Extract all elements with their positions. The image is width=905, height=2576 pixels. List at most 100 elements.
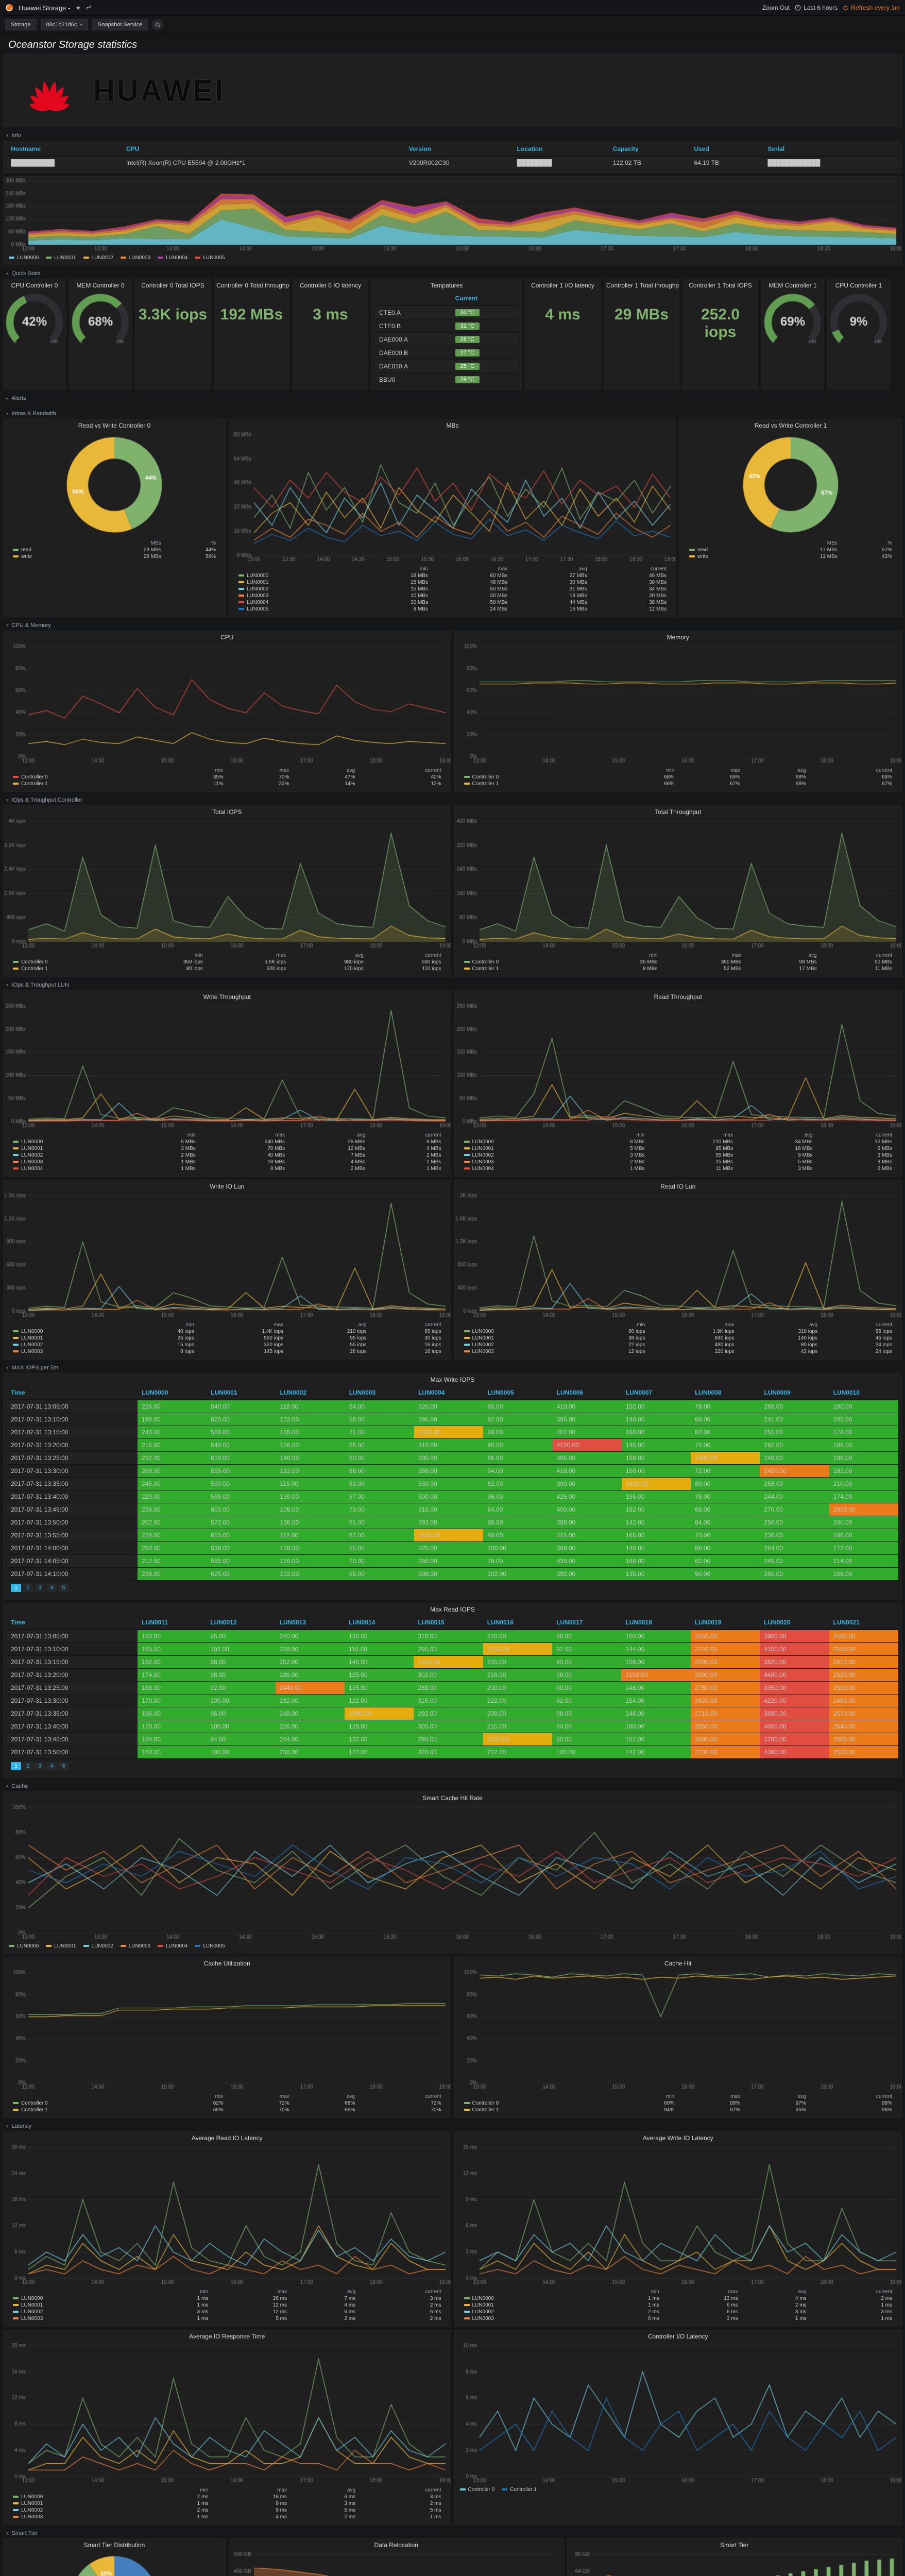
panel-title[interactable]: Cache Hit: [664, 1960, 692, 1967]
row-header-cpu-memory[interactable]: ▾ CPU & Memory: [6, 622, 51, 629]
legend-item[interactable]: LUN0001 3 MBs 70 MBs 12 MBs 4 MBs: [9, 1145, 446, 1152]
read-io-lun-graph[interactable]: [454, 1192, 901, 1320]
panel-title[interactable]: Smart Cache Hit Rate: [422, 1794, 483, 1802]
cache-utilization-graph[interactable]: [4, 1969, 451, 2092]
legend-item[interactable]: LUN0002 3 ms 12 ms 6 ms 6 ms: [9, 2309, 446, 2315]
panel-title[interactable]: CPU: [220, 634, 234, 641]
cache-hit-legend[interactable]: min max avg current Controller 0 60% 99% 97% 98%…: [455, 2092, 902, 2117]
legend-item[interactable]: LUN0001 1 ms 9 ms 3 ms 2 ms: [9, 2500, 446, 2507]
panel-title[interactable]: Total Throughput: [655, 808, 702, 816]
data-relocation-graph[interactable]: [229, 2550, 564, 2576]
legend-item[interactable]: read 17 MBs 57%: [685, 547, 896, 553]
panel-title[interactable]: Average IO Response Time: [189, 2333, 265, 2340]
info-traffic-graph[interactable]: [4, 177, 901, 254]
row-header-latency[interactable]: ▾ Latency: [6, 2123, 32, 2129]
legend-item[interactable]: Controller 1 60% 70% 66% 70%: [9, 2107, 446, 2113]
legend-item[interactable]: LUN0002 15 iops 320 iops 55 iops 16 iops: [9, 1342, 446, 1348]
total-iops-legend[interactable]: min max avg current Controller 0 350 iops 3.6K…: [4, 951, 451, 976]
memory-graph[interactable]: [454, 642, 901, 766]
page-button[interactable]: 2: [23, 1762, 33, 1770]
smart-cache-hit-rate-graph[interactable]: [4, 1803, 901, 1942]
panel-title[interactable]: Tempatures: [430, 282, 463, 289]
panel-title[interactable]: Smart Tier Distribution: [83, 2541, 145, 2549]
legend-item[interactable]: LUN0003 0 ms 3 ms 1 ms 1 ms: [460, 2315, 897, 2322]
legend-item[interactable]: LUN0003 2 MBs 25 MBs 5 MBs 3 MBs: [460, 1159, 897, 1165]
legend-item[interactable]: LUN0000 5 MBs 240 MBs 28 MBs 8 MBs: [9, 1139, 446, 1145]
panel-title[interactable]: Read vs Write Controller 0: [78, 422, 151, 429]
panel-title[interactable]: CPU Controller 0: [11, 282, 58, 289]
legend-item[interactable]: Controller 1 11% 22% 14% 12%: [9, 781, 446, 787]
mbs-graph[interactable]: [229, 431, 676, 565]
panel-title[interactable]: MEM Controller 0: [76, 282, 125, 289]
legend-item[interactable]: write 29 MBs 56%: [9, 553, 220, 560]
legend-item[interactable]: LUN0003 1 ms 5 ms 2 ms 2 ms: [9, 2315, 446, 2322]
read-latency-graph[interactable]: [4, 2143, 451, 2287]
legend-item[interactable]: Controller 0 68% 69% 68% 69%: [460, 774, 897, 781]
read-io-lun-legend[interactable]: min max avg current LUN0000 60 iops 1.9K iops 3…: [455, 1320, 902, 1359]
legend-item[interactable]: LUN0004: [158, 1943, 187, 1949]
legend-item[interactable]: Controller 1 80 iops 520 iops 170 iops 110 i…: [9, 965, 446, 972]
legend-item[interactable]: LUN0002 3 MBs 55 MBs 9 MBs 3 MBs: [460, 1152, 897, 1159]
panel-title[interactable]: CPU Controller 1: [835, 282, 882, 289]
legend-item[interactable]: Controller 0 35 MBs 360 MBs 98 MBs 50 MBs: [460, 959, 897, 965]
read-throughput-graph[interactable]: [454, 1002, 901, 1131]
io-response-time-legend[interactable]: min max avg current LUN0000 2 ms 18 ms 6 ms 3 ms…: [4, 2486, 451, 2524]
controller-io-latency-graph[interactable]: [454, 2342, 901, 2486]
page-button[interactable]: 5: [58, 1584, 69, 1592]
page-button[interactable]: 5: [58, 1762, 69, 1770]
panel-title[interactable]: Data Relocation: [374, 2541, 418, 2549]
legend-item[interactable]: LUN0000: [9, 255, 39, 261]
legend-item[interactable]: LUN0000 18 MBs 60 MBs 37 MBs 46 MBs: [234, 572, 671, 579]
legend-item[interactable]: read 23 MBs 44%: [9, 547, 220, 553]
legend-item[interactable]: LUN0000 1 ms 13 ms 4 ms 2 ms: [460, 2295, 897, 2302]
legend-item[interactable]: LUN0004 1 MBs 8 MBs 2 MBs 1 MBs: [9, 1165, 446, 1172]
panel-title[interactable]: Cache Utilization: [203, 1960, 250, 1967]
write-io-lun-graph[interactable]: [4, 1192, 451, 1320]
row-header-smart-tier[interactable]: ▾ Smart Tier: [6, 2530, 38, 2536]
panel-title[interactable]: Controller 0 IO latency: [299, 282, 362, 289]
smart-cache-legend[interactable]: LUN0000 LUN0001 LUN0002 LUN0003 LUN0004 LUN00…: [4, 1942, 901, 1953]
refresh-button[interactable]: Refresh every 1m: [843, 4, 900, 11]
panel-title[interactable]: Controller 0 Total IOPS: [141, 282, 204, 289]
panel-title[interactable]: MEM Controller 1: [769, 282, 817, 289]
row-header-alerts[interactable]: ▸ Alerts: [6, 395, 26, 401]
legend-item[interactable]: LUN0003 12 iops 220 iops 42 iops 24 iops: [460, 1348, 897, 1355]
panel-title[interactable]: Write IO Lun: [210, 1183, 245, 1190]
legend-item[interactable]: LUN0001 1 ms 6 ms 2 ms 1 ms: [460, 2302, 897, 2309]
legend-item[interactable]: LUN0001: [46, 1943, 76, 1949]
write-throughput-graph[interactable]: [4, 1002, 451, 1131]
read-write-0-legend[interactable]: MBs% read 23 MBs 44% write 29 MBs 56%: [4, 539, 225, 564]
dashboard-id-dropdown[interactable]: 08c1b21d6c ▾: [40, 19, 89, 30]
write-latency-graph[interactable]: [454, 2143, 901, 2287]
star-icon[interactable]: ★: [75, 4, 81, 11]
page-button[interactable]: 1: [11, 1762, 22, 1770]
legend-item[interactable]: Controller 0 60% 99% 97% 98%: [460, 2100, 897, 2107]
panel-title[interactable]: Write Throughput: [203, 993, 251, 1001]
legend-item[interactable]: Controller 1 94% 97% 95% 96%: [460, 2107, 897, 2113]
legend-item[interactable]: LUN0001 38 iops 840 iops 140 iops 45 iops: [460, 1335, 897, 1342]
legend-item[interactable]: LUN0004 30 MBs 58 MBs 44 MBs 38 MBs: [234, 599, 671, 606]
legend-item[interactable]: LUN0005: [195, 1943, 225, 1949]
panel-title[interactable]: Total IOPS: [212, 808, 242, 816]
legend-item[interactable]: LUN0002 2 MBs 40 MBs 7 MBs 2 MBs: [9, 1152, 446, 1159]
panel-title[interactable]: Memory: [667, 634, 689, 641]
write-throughput-legend[interactable]: min max avg current LUN0000 5 MBs 240 MBs 28 MB…: [4, 1131, 451, 1176]
page-button[interactable]: 1: [11, 1584, 22, 1592]
time-range-picker[interactable]: Last 6 hours: [795, 4, 838, 11]
row-header-cache[interactable]: ▾ Cache: [6, 1783, 28, 1789]
tab-storage[interactable]: Storage: [5, 19, 37, 30]
panel-title[interactable]: Controller 1 I/O latency: [531, 282, 594, 289]
legend-item[interactable]: Controller 0: [459, 2487, 494, 2493]
legend-item[interactable]: Controller 1: [502, 2487, 537, 2493]
grafana-logo-icon[interactable]: [5, 4, 13, 12]
legend-item[interactable]: LUN0004 1 MBs 11 MBs 3 MBs 2 MBs: [460, 1165, 897, 1172]
legend-item[interactable]: LUN0002 15 MBs 50 MBs 31 MBs 34 MBs: [234, 586, 671, 592]
legend-item[interactable]: LUN0003 1 MBs 18 MBs 4 MBs 2 MBs: [9, 1159, 446, 1165]
legend-item[interactable]: LUN0003: [120, 1943, 150, 1949]
cache-hit-graph[interactable]: [454, 1969, 901, 2092]
row-header-intras-bandwith[interactable]: ▾ Intras & Bandwith: [6, 411, 56, 417]
legend-item[interactable]: LUN0001 5 MBs 95 MBs 16 MBs 6 MBs: [460, 1145, 897, 1152]
cpu-graph[interactable]: [4, 642, 451, 766]
read-latency-legend[interactable]: min max avg current LUN0000 1 ms 26 ms 7 ms 3 ms…: [4, 2287, 451, 2326]
